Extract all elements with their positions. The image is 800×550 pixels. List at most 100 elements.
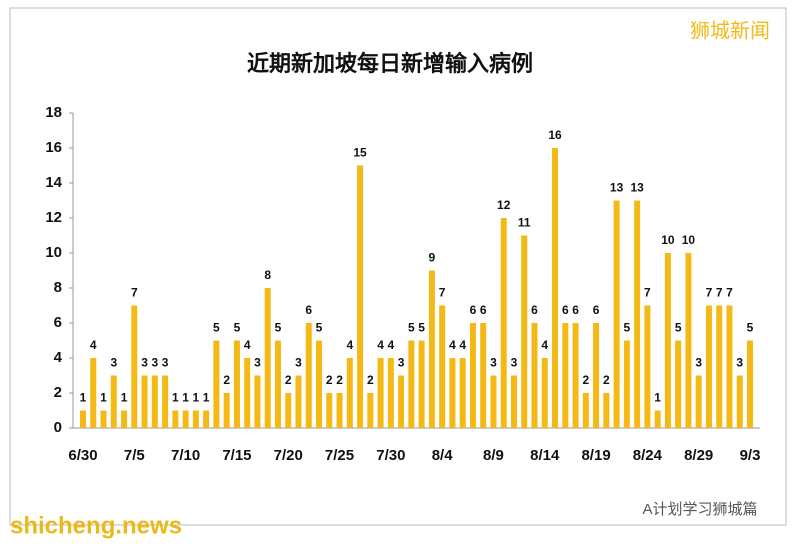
value-label: 7 <box>439 286 446 300</box>
bar <box>274 340 281 428</box>
bar <box>233 340 240 428</box>
bar <box>490 375 497 428</box>
value-label: 15 <box>353 146 367 160</box>
value-label: 5 <box>316 321 323 335</box>
value-label: 1 <box>172 391 179 405</box>
bar <box>469 323 476 428</box>
bar <box>141 375 148 428</box>
bar <box>377 358 384 428</box>
value-label: 4 <box>90 338 97 352</box>
y-tick-label: 4 <box>54 349 63 366</box>
value-label: 3 <box>162 356 169 370</box>
value-label: 7 <box>644 286 651 300</box>
value-label: 7 <box>726 286 733 300</box>
x-tick-label: 7/5 <box>124 447 145 464</box>
bar <box>428 270 435 428</box>
bar <box>747 340 753 428</box>
value-label: 5 <box>275 321 282 335</box>
bar <box>357 165 364 428</box>
bar <box>705 305 712 428</box>
bar <box>151 375 158 428</box>
value-label: 4 <box>377 338 384 352</box>
value-label: 5 <box>675 321 682 335</box>
value-label: 3 <box>141 356 148 370</box>
bar <box>244 358 251 428</box>
value-label: 13 <box>630 181 644 195</box>
value-label: 1 <box>121 391 128 405</box>
bar <box>603 393 610 428</box>
bar <box>254 375 261 428</box>
value-label: 4 <box>244 338 251 352</box>
x-tick-label: 7/30 <box>376 447 405 464</box>
bar <box>695 375 702 428</box>
bar <box>387 358 394 428</box>
bar <box>203 410 210 428</box>
y-tick-label: 2 <box>54 384 62 401</box>
bar <box>726 305 733 428</box>
value-label: 7 <box>131 286 138 300</box>
value-label: 7 <box>716 286 723 300</box>
bar <box>510 375 517 428</box>
bar <box>716 305 723 428</box>
bar <box>654 410 661 428</box>
bar <box>552 148 559 428</box>
value-label: 2 <box>336 373 343 387</box>
value-label: 3 <box>151 356 158 370</box>
x-tick-label: 8/14 <box>530 447 560 464</box>
bar <box>264 288 271 428</box>
value-label: 3 <box>295 356 302 370</box>
value-label: 5 <box>234 321 241 335</box>
bar <box>675 340 682 428</box>
value-label: 3 <box>110 356 117 370</box>
bar <box>459 358 466 428</box>
bar <box>613 200 620 428</box>
x-tick-label: 8/29 <box>684 447 713 464</box>
value-label: 16 <box>548 128 562 142</box>
value-label: 7 <box>706 286 713 300</box>
value-label: 6 <box>480 303 487 317</box>
x-tick-label: 8/4 <box>432 447 454 464</box>
value-label: 1 <box>193 391 200 405</box>
value-label: 1 <box>654 391 661 405</box>
value-label: 6 <box>531 303 538 317</box>
value-label: 3 <box>511 356 518 370</box>
value-label: 2 <box>603 373 610 387</box>
value-label: 10 <box>661 233 675 247</box>
x-tick-label: 8/24 <box>633 447 663 464</box>
bar <box>367 393 374 428</box>
value-label: 4 <box>459 338 466 352</box>
y-tick-label: 12 <box>45 209 62 226</box>
value-label: 1 <box>80 391 87 405</box>
bar <box>562 323 569 428</box>
value-label: 5 <box>418 321 425 335</box>
value-label: 9 <box>429 251 436 265</box>
value-label: 2 <box>223 373 230 387</box>
bar <box>162 375 169 428</box>
bar <box>439 305 446 428</box>
bar <box>664 253 671 428</box>
bar <box>634 200 641 428</box>
bar <box>326 393 333 428</box>
bar <box>285 393 292 428</box>
value-label: 4 <box>541 338 548 352</box>
x-tick-label: 8/9 <box>483 447 504 464</box>
bar <box>449 358 456 428</box>
bar <box>398 375 405 428</box>
frame <box>9 7 787 526</box>
bar <box>192 410 199 428</box>
bar <box>131 305 138 428</box>
bar <box>90 358 97 428</box>
bar <box>121 410 128 428</box>
bar <box>521 235 528 428</box>
y-tick-label: 10 <box>45 244 62 261</box>
bar <box>316 340 323 428</box>
bar <box>100 410 107 428</box>
bar <box>418 340 425 428</box>
bar <box>480 323 487 428</box>
bar <box>644 305 651 428</box>
x-tick-label: 7/20 <box>274 447 303 464</box>
value-label: 3 <box>695 356 702 370</box>
value-label: 2 <box>326 373 333 387</box>
